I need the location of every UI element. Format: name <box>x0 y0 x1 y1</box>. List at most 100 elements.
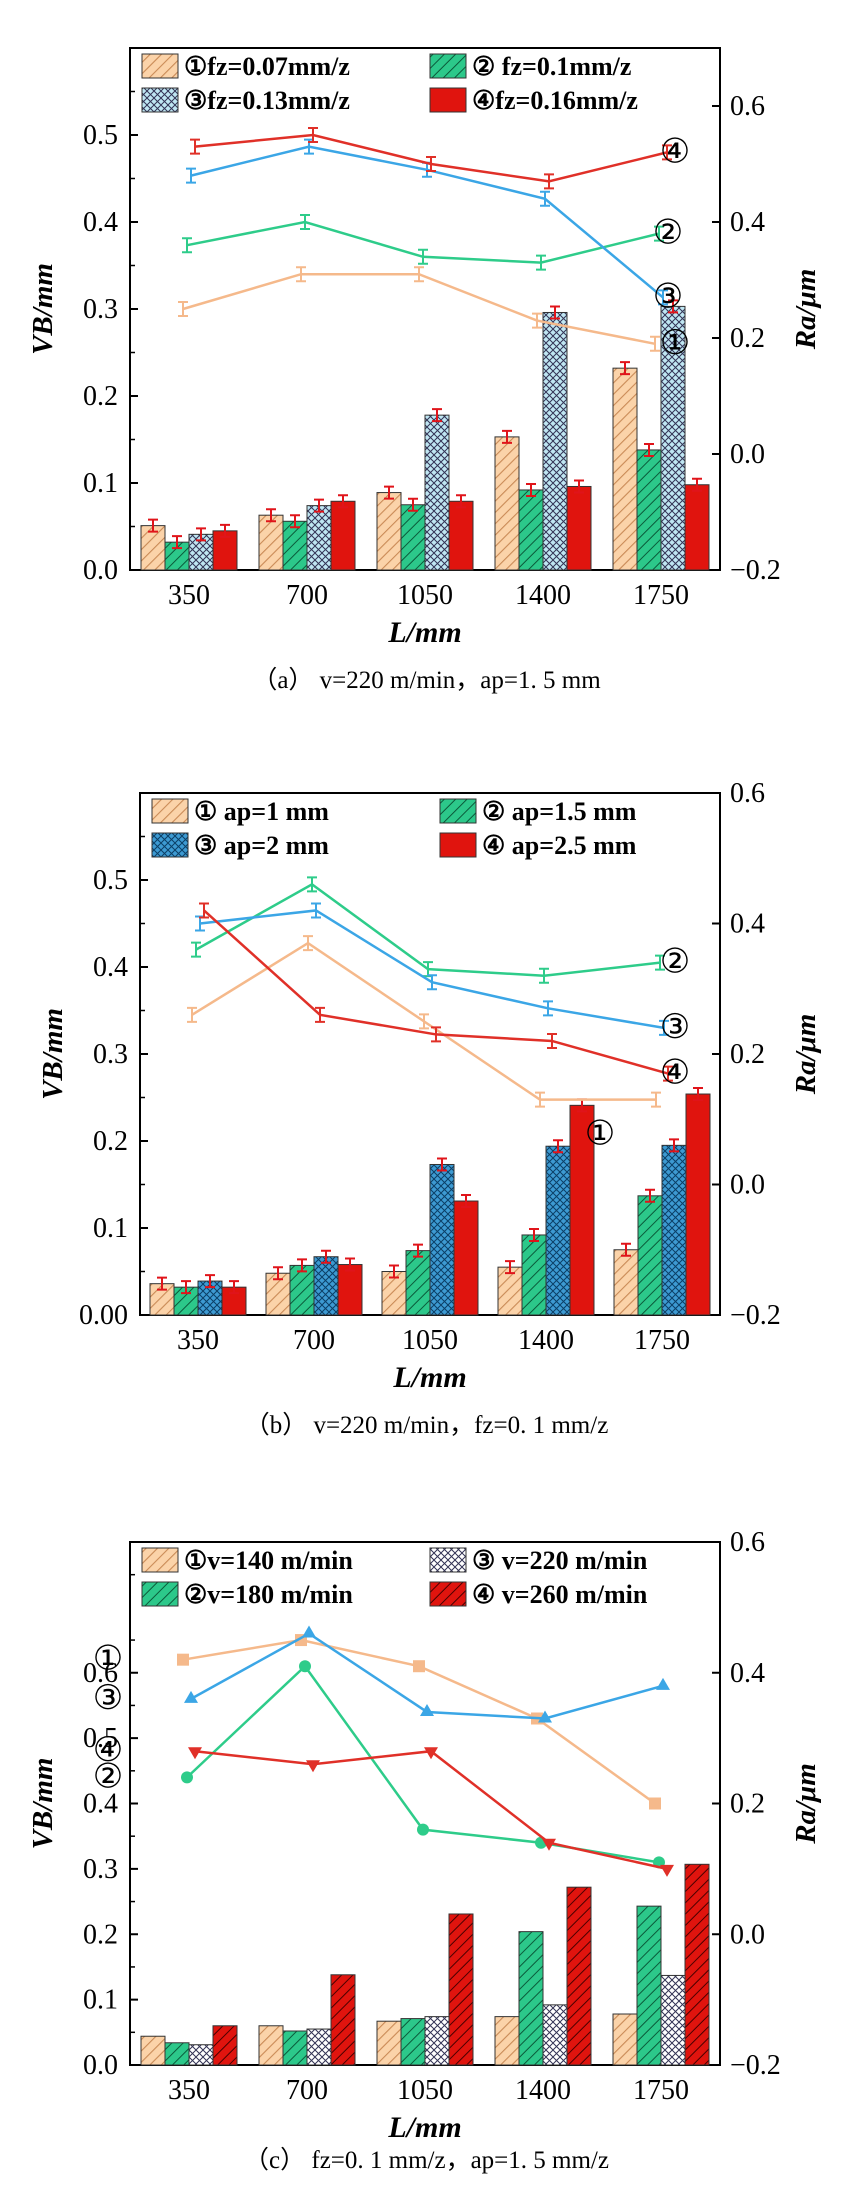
legend-label: ①fz=0.07mm/z <box>184 52 350 81</box>
bar-series-1 <box>376 492 402 571</box>
chart-b: 0.00 0.1 0.2 0.3 0.4 0.5 −0.2 0.0 0.2 0.4 0.6 VB/mm… <box>0 745 853 1465</box>
bar-error-bar <box>220 523 230 538</box>
x-tick-label: 1400 <box>515 580 571 611</box>
y-left-tick-label: 0.4 <box>83 207 118 238</box>
bar-error-bar <box>529 1227 539 1242</box>
chart-c-svg: 0.0 0.1 0.2 0.3 0.4 0.5 0.6 −0.2 0.0 0.2 0.4 0.6 VB/… <box>27 1527 822 2144</box>
bar-error-bar <box>505 1260 515 1275</box>
y-right-tick-label: 0.0 <box>730 1170 765 1201</box>
bar-error-bar <box>297 1258 307 1273</box>
y-right-tick-label: −0.2 <box>730 1300 781 1331</box>
bar-series-3 <box>542 2004 568 2066</box>
legend-swatch <box>439 798 477 824</box>
bar-series-2 <box>405 1250 431 1316</box>
line-error-bar <box>296 266 306 283</box>
bar-error-bar <box>550 305 560 320</box>
line-error-bar <box>535 1091 545 1108</box>
line-error-bar <box>426 156 436 172</box>
legend-swatch <box>429 87 467 113</box>
line-series-marker-4: ④ <box>93 1732 123 1769</box>
line-error-bar <box>427 974 437 991</box>
line-error-bar <box>307 876 317 893</box>
bar-error-bar <box>157 1276 167 1291</box>
chart-a: 0.0 0.1 0.2 0.3 0.4 0.5 −0.2 0.0 0.2 0.4 0.6 VB/mm R… <box>0 0 853 720</box>
line-error-bar <box>187 1006 197 1023</box>
line-marker-triangle <box>184 1690 198 1703</box>
bar-series-3 <box>188 2044 214 2066</box>
y-left-tick-label: 0.4 <box>93 952 128 983</box>
bar-series-4 <box>212 2025 238 2066</box>
x-tick-label: 700 <box>293 1325 335 1356</box>
legend-swatch <box>141 53 179 79</box>
y-left-tick-label: 0.0 <box>83 2050 118 2081</box>
legend-label: ④fz=0.16mm/z <box>472 86 638 115</box>
bar-series-4 <box>566 1886 592 2066</box>
y-right-axis-label: Ra/μm <box>790 1014 822 1096</box>
bar-error-bar <box>645 1188 655 1203</box>
chart-b-svg: 0.00 0.1 0.2 0.3 0.4 0.5 −0.2 0.0 0.2 0.4 0.6 VB/mm… <box>37 778 822 1394</box>
line-series-marker-1: ① <box>585 1116 615 1153</box>
bar-series-1 <box>381 1271 407 1316</box>
bar-series-4 <box>448 500 474 571</box>
bar-series-1 <box>494 436 520 571</box>
y-right-tick-label: 0.6 <box>730 778 765 809</box>
line-series-marker-2: ② <box>660 944 690 981</box>
y-right-tick-label: 0.4 <box>730 1658 765 1689</box>
bar-error-bar <box>338 494 348 509</box>
line-error-bar <box>543 1000 553 1017</box>
line-error-bar <box>414 266 424 283</box>
legend-swatch <box>429 1581 467 1607</box>
line-marker-triangle <box>302 1625 316 1638</box>
bar-series-4 <box>453 1200 479 1316</box>
y-right-tick-label: 0.6 <box>730 1527 765 1558</box>
bar-series-3 <box>545 1145 571 1316</box>
y-left-tick-label: 0.00 <box>79 1300 128 1331</box>
bar-series-1 <box>494 2016 520 2066</box>
bar-error-bar <box>384 485 394 500</box>
line-error-bar <box>303 935 313 952</box>
line-error-bar <box>186 167 196 184</box>
bar-series-4 <box>685 1093 711 1316</box>
y-left-axis-label: VB/mm <box>37 1008 69 1100</box>
x-tick-label: 700 <box>286 580 328 611</box>
y-left-tick-label: 0.1 <box>83 1985 118 2016</box>
bar-series-1 <box>497 1266 523 1316</box>
y-left-tick-label: 0.3 <box>83 1854 118 1885</box>
bar-error-bar <box>574 479 584 494</box>
y-left-tick-label: 0.2 <box>93 1126 128 1157</box>
chart-c-caption: （c） fz=0. 1 mm/z，ap=1. 5 mm/z <box>244 2147 609 2174</box>
chart-a-caption: （a） v=220 m/min，ap=1. 5 mm <box>252 667 601 694</box>
legend-label: ①v=140 m/min <box>184 1546 353 1575</box>
legend-label: ① ap=1 mm <box>194 797 329 826</box>
bar-error-bar <box>345 1257 355 1272</box>
line-error-bar <box>419 1013 429 1030</box>
bar-error-bar <box>321 1249 331 1264</box>
y-left-tick-label: 0.5 <box>93 865 128 896</box>
line-error-bar <box>418 248 428 265</box>
line-error-bar <box>650 335 660 352</box>
bar-series-3 <box>660 305 686 571</box>
chart-a-svg: 0.0 0.1 0.2 0.3 0.4 0.5 −0.2 0.0 0.2 0.4 0.6 VB/mm R… <box>27 47 822 649</box>
line-marker-square <box>413 1660 425 1673</box>
legend-label: ③ ap=2 mm <box>194 831 329 860</box>
bar-series-3 <box>429 1163 455 1316</box>
bar-series-3 <box>306 505 332 571</box>
x-axis-label: L/mm <box>387 616 461 649</box>
bar-error-bar <box>432 408 442 423</box>
y-right-axis-label: Ra/μm <box>790 269 822 351</box>
line-error-bar <box>178 301 188 317</box>
x-tick-label: 1050 <box>402 1325 458 1356</box>
line-error-bar <box>190 138 200 155</box>
bar-series-4 <box>569 1104 595 1316</box>
line-marker-triangle-down <box>306 1760 320 1773</box>
bar-error-bar <box>437 1157 447 1172</box>
legend-swatch <box>141 1547 179 1573</box>
line-error-bar <box>431 1026 441 1043</box>
y-right-tick-label: 0.0 <box>730 1919 765 1950</box>
legend-label: ③fz=0.13mm/z <box>184 86 350 115</box>
line-error-bar <box>654 225 664 242</box>
bar-series-3 <box>542 311 568 571</box>
bar-error-bar <box>693 1087 703 1102</box>
bar-error-bar <box>389 1264 399 1279</box>
line-marker-circle <box>299 1660 311 1673</box>
